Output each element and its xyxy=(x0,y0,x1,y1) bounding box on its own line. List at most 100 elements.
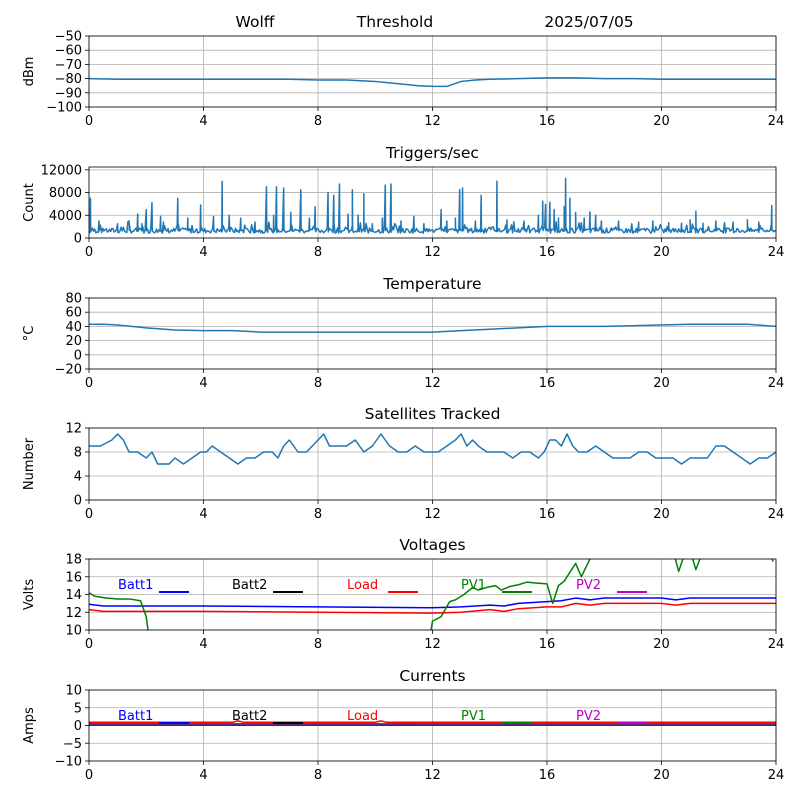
legend-label-batt2: Batt2 xyxy=(232,578,267,593)
chart-title: Triggers/sec xyxy=(385,144,479,162)
x-tick-label: 20 xyxy=(653,768,670,783)
y-tick-label: −50 xyxy=(55,30,82,45)
x-tick-label: 20 xyxy=(653,376,670,391)
x-tick-label: 24 xyxy=(768,637,785,652)
legend-label-pv1: PV1 xyxy=(461,709,486,724)
x-tick-label: 0 xyxy=(85,376,93,391)
y-tick-label: 20 xyxy=(65,334,82,349)
x-tick-label: 8 xyxy=(314,507,322,522)
chart-title: Currents xyxy=(399,667,465,685)
legend-label-load: Load xyxy=(347,709,378,724)
y-tick-label: 10 xyxy=(65,624,82,639)
panel-signal: 0 4 8 12 16 20 24 −100−90−80−70−60−50 dBm xyxy=(22,30,784,130)
x-tick-label: 8 xyxy=(314,245,322,260)
x-tick-label: 8 xyxy=(314,768,322,783)
x-tick-label: 16 xyxy=(539,637,556,652)
x-tick-label: 16 xyxy=(539,376,556,391)
y-tick-label: −100 xyxy=(46,101,82,116)
x-tick-label: 24 xyxy=(768,507,785,522)
x-tick-label: 4 xyxy=(199,637,207,652)
y-tick-label: 12000 xyxy=(41,163,82,178)
y-tick-label: −90 xyxy=(55,86,82,101)
legend-label-load: Load xyxy=(347,578,378,593)
y-tick-label: −10 xyxy=(55,755,82,770)
legend-label-batt1: Batt1 xyxy=(118,709,153,724)
y-tick-label: 18 xyxy=(65,553,82,568)
legend-label-pv2: PV2 xyxy=(576,578,601,593)
plot-area xyxy=(89,177,776,234)
series-line-series0 xyxy=(89,77,776,88)
y-axis-label: Number xyxy=(22,437,37,490)
series-line-pv1 xyxy=(771,559,774,562)
chart-title: Temperature xyxy=(382,275,481,293)
series-line-series0 xyxy=(89,323,776,333)
series-line-load xyxy=(89,602,776,614)
x-tick-label: 12 xyxy=(424,245,441,260)
y-tick-label: 12 xyxy=(65,422,82,437)
x-tick-label: 8 xyxy=(314,376,322,391)
header-station: Wolff xyxy=(236,13,275,31)
x-tick-label: 8 xyxy=(314,637,322,652)
panel-voltages: 0 4 8 12 16 20 24 10 12 14 16 18 Voltages Volts Batt1 B… xyxy=(22,536,784,652)
y-tick-label: 0 xyxy=(74,494,82,509)
y-tick-label: 10 xyxy=(65,684,82,699)
x-tick-label: 20 xyxy=(653,114,670,129)
x-tick-label: 20 xyxy=(653,637,670,652)
y-axis-label: °C xyxy=(22,326,37,342)
series-line-load xyxy=(89,720,776,724)
x-tick-label: 0 xyxy=(85,114,93,129)
x-tick-label: 16 xyxy=(539,507,556,522)
x-tick-label: 0 xyxy=(85,637,93,652)
y-tick-label: 4 xyxy=(74,470,82,485)
y-tick-label: 5 xyxy=(74,701,82,716)
x-tick-label: 0 xyxy=(85,245,93,260)
x-tick-label: 24 xyxy=(768,245,785,260)
legend-label-pv2: PV2 xyxy=(576,709,601,724)
plot-area xyxy=(89,433,776,465)
chart-title: Satellites Tracked xyxy=(365,405,501,423)
legend-label-batt1: Batt1 xyxy=(118,578,153,593)
y-axis-label: Amps xyxy=(22,707,37,744)
legend-label-pv1: PV1 xyxy=(461,578,486,593)
plot-area xyxy=(89,720,776,726)
y-tick-label: 14 xyxy=(65,588,82,603)
header-mode: Threshold xyxy=(356,13,433,31)
x-tick-label: 16 xyxy=(539,768,556,783)
y-axis-label: Count xyxy=(22,183,37,222)
series-line-pv1 xyxy=(430,559,591,630)
plot-area xyxy=(89,559,776,630)
legend-label-batt2: Batt2 xyxy=(232,709,267,724)
y-tick-label: 16 xyxy=(65,570,82,585)
y-tick-label: 0 xyxy=(74,719,82,734)
y-axis-label: dBm xyxy=(22,57,37,87)
y-axis-label: Volts xyxy=(22,579,37,611)
x-tick-label: 16 xyxy=(539,245,556,260)
x-tick-label: 12 xyxy=(424,376,441,391)
x-tick-label: 16 xyxy=(539,114,556,129)
x-tick-label: 12 xyxy=(424,114,441,129)
panel-satellites: 0 4 8 12 16 20 24 0 4 8 12 Satellites Tracked Number xyxy=(22,405,784,522)
series-line-series0 xyxy=(89,177,776,234)
y-tick-label: −60 xyxy=(55,44,82,59)
y-tick-label: 80 xyxy=(65,292,82,307)
y-tick-label: −80 xyxy=(55,72,82,87)
y-tick-label: −5 xyxy=(63,737,82,752)
header-date: 2025/07/05 xyxy=(544,13,633,31)
x-tick-label: 24 xyxy=(768,768,785,783)
x-tick-label: 12 xyxy=(424,768,441,783)
y-tick-label: 8 xyxy=(74,446,82,461)
y-tick-label: 12 xyxy=(65,606,82,621)
x-tick-label: 4 xyxy=(199,114,207,129)
x-tick-label: 4 xyxy=(199,376,207,391)
plot-area xyxy=(89,323,776,333)
y-tick-label: 8000 xyxy=(49,186,82,201)
panel-currents: 0 4 8 12 16 20 24 −10 −5 0 5 10 Currents Amps Batt1 Bat… xyxy=(22,667,784,783)
y-tick-label: 4000 xyxy=(49,209,82,224)
series-line-pv1 xyxy=(89,592,149,630)
series-line-series0 xyxy=(89,433,776,465)
x-tick-label: 4 xyxy=(199,245,207,260)
y-tick-label: 60 xyxy=(65,306,82,321)
